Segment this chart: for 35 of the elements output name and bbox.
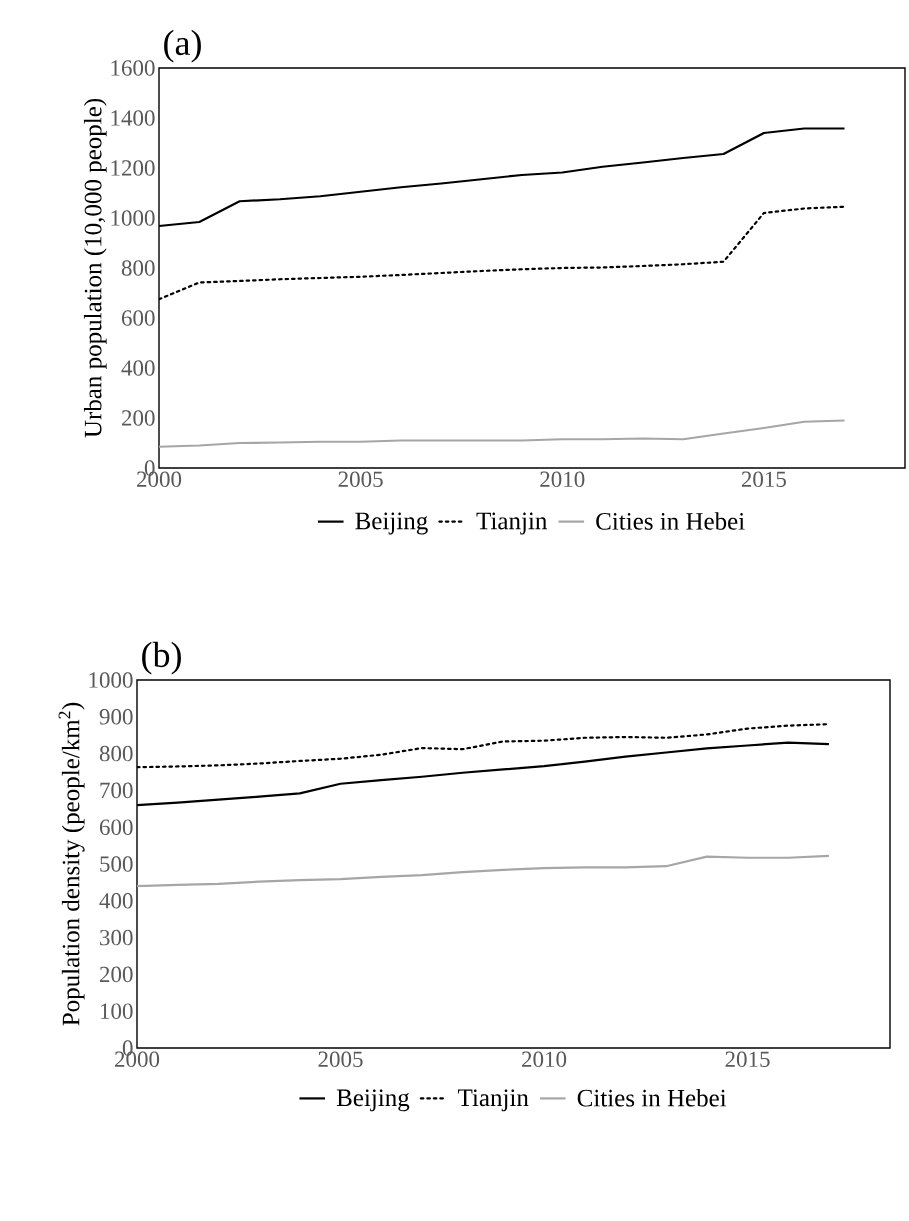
chart-title: (a) [164,29,201,63]
y-tick-label: 400 [121,360,155,376]
x-tick-label: 2015 [725,1051,770,1068]
y-axis-title: Urban population (10,000 people) [83,98,107,438]
y-tick-label: 1600 [111,60,155,76]
legend-label: Cities in Hebei [596,512,745,530]
y-tick-label: 200 [121,410,155,426]
x-tick-label: 2015 [741,471,786,488]
legend-label: Beijing [355,512,428,535]
line-series [137,854,831,888]
y-tick-label: 100 [100,1003,133,1019]
y-tick-label: 900 [99,709,133,725]
y-tick-label: 1400 [111,110,155,126]
y-tick-label: 800 [121,260,155,276]
y-tick-label: 600 [99,819,133,835]
legend-label: Beijing [336,1089,410,1112]
y-tick-label: 1000 [111,210,155,226]
legend-label: Tianjin [458,1089,529,1112]
y-tick-label: 1200 [111,160,155,176]
y-tick-label: 600 [121,310,155,326]
x-tick-label: 2010 [522,1051,567,1068]
x-tick-label: 2005 [318,1051,363,1068]
legend-label: Cities in Hebei [577,1089,727,1107]
y-tick-label: 300 [100,929,133,946]
y-tick-label: 1000 [89,672,133,688]
legend-label: Tianjin [476,512,548,535]
y-axis-title: Population density (people/km$^{2}$) [58,702,85,1026]
x-tick-label: 2010 [540,471,585,488]
x-tick-label: 2005 [338,471,383,488]
y-tick-label: 400 [99,893,133,909]
y-tick-label: 200 [99,966,133,983]
y-tick-label: 800 [99,745,133,762]
y-tick-label: 500 [100,856,133,872]
y-tick-label: 700 [100,782,133,799]
chart-title: (b) [142,641,181,675]
